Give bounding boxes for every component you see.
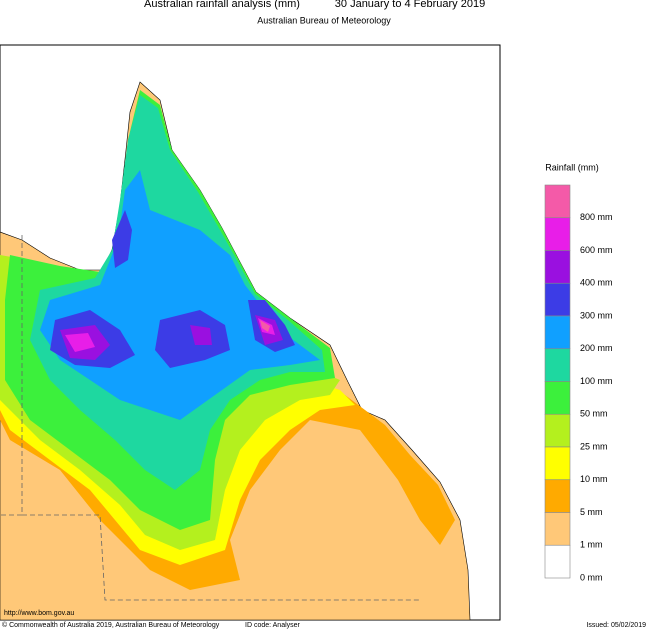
state-border (0, 235, 420, 601)
legend-swatch (544, 348, 571, 382)
legend-label: 300 mm (580, 310, 613, 320)
legend-label: 1 mm (580, 540, 603, 550)
legend-swatch (544, 512, 571, 546)
url: http://www.bom.gov.au (4, 610, 74, 617)
legend-swatch (544, 446, 571, 481)
legend-label: 50 mm (580, 409, 608, 419)
legend-swatch (544, 544, 571, 579)
legend-swatch (544, 217, 571, 251)
map (0, 44, 501, 621)
legend-label: 0 mm (580, 572, 603, 582)
legend-label: 200 mm (580, 343, 613, 353)
legend-title: Rainfall (mm) (545, 162, 599, 172)
legend-label: 25 mm (580, 441, 608, 451)
legend-swatch (544, 479, 571, 513)
legend-swatch (544, 250, 571, 284)
subtitle: Australian Bureau of Meteorology (257, 15, 391, 25)
issued: Issued: 05/02/2019 (586, 622, 646, 629)
legend-label: 400 mm (580, 278, 613, 288)
legend-swatch (544, 381, 571, 415)
legend-label: 600 mm (580, 245, 613, 255)
legend: 800 mm 600 mm 400 mm 300 mm 200 mm 100 mm 50 m… (544, 184, 613, 582)
legend-label: 5 mm (580, 507, 603, 517)
title: Australian rainfall analysis (mm) (144, 0, 300, 10)
copyright: © Commonwealth of Australia 2019, Austra… (2, 621, 220, 629)
legend-swatch (544, 413, 571, 448)
id-code: ID code: Analyser (245, 622, 301, 629)
zone-300mm (50, 210, 295, 368)
legend-swatch (544, 184, 571, 219)
legend-label: 800 mm (580, 212, 613, 222)
period: 30 January to 4 February 2019 (335, 0, 485, 10)
zone-600mm (65, 318, 275, 352)
zone-800mm (260, 320, 270, 332)
legend-swatch (544, 282, 571, 317)
legend-label: 100 mm (580, 376, 613, 386)
legend-swatch (544, 315, 571, 350)
legend-label: 10 mm (580, 474, 608, 484)
